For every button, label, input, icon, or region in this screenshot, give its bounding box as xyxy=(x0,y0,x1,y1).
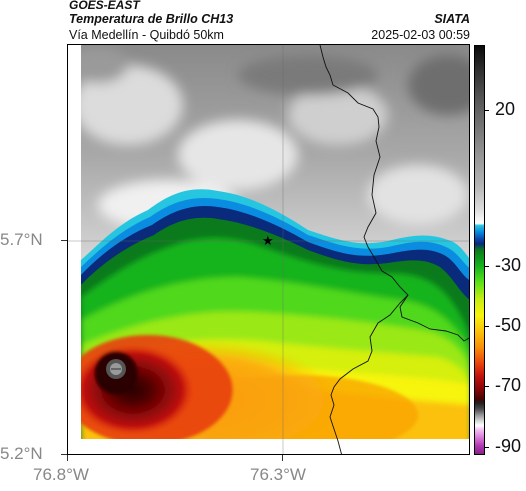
lon-label-76.8: 76.8°W xyxy=(33,465,89,484)
brightness-temperature-field: ★ xyxy=(68,45,469,454)
product-label: GOES-EAST xyxy=(69,0,140,12)
timestamp-label: 2025-02-03 00:59 xyxy=(371,28,470,42)
lon-tick xyxy=(67,455,68,461)
colorbar-label-minus70: -70 xyxy=(495,375,522,395)
colorbar-label-minus30: -30 xyxy=(495,255,522,275)
lon-label-76.3: 76.3°W xyxy=(250,465,306,484)
lat-tick xyxy=(61,240,67,241)
colorbar-label-20: 20 xyxy=(495,99,516,119)
colorbar-tick xyxy=(485,266,489,267)
organization-label: SIATA xyxy=(434,12,470,26)
colorbar-label-minus90: -90 xyxy=(495,436,522,456)
city-star-icon: ★ xyxy=(262,234,274,249)
colorbar-tick xyxy=(485,326,489,327)
colorbar-tick xyxy=(485,110,489,111)
colorbar-tick xyxy=(485,386,489,387)
lat-tick xyxy=(61,454,67,455)
department-border xyxy=(329,294,409,454)
area-label: Vía Medellín - Quibdó 50km xyxy=(69,28,224,42)
colorbar xyxy=(474,45,485,455)
lon-tick xyxy=(282,455,283,461)
map-title: Temperatura de Brillo CH13 xyxy=(69,12,234,26)
lat-label-5.7: 5.7°N xyxy=(0,230,43,249)
colorbar-label-minus50: -50 xyxy=(495,315,522,335)
colorbar-tick xyxy=(485,447,489,448)
coastline xyxy=(319,45,469,342)
lat-label-5.2: 5.2°N xyxy=(0,444,43,463)
satellite-map[interactable]: ★ xyxy=(67,44,470,455)
